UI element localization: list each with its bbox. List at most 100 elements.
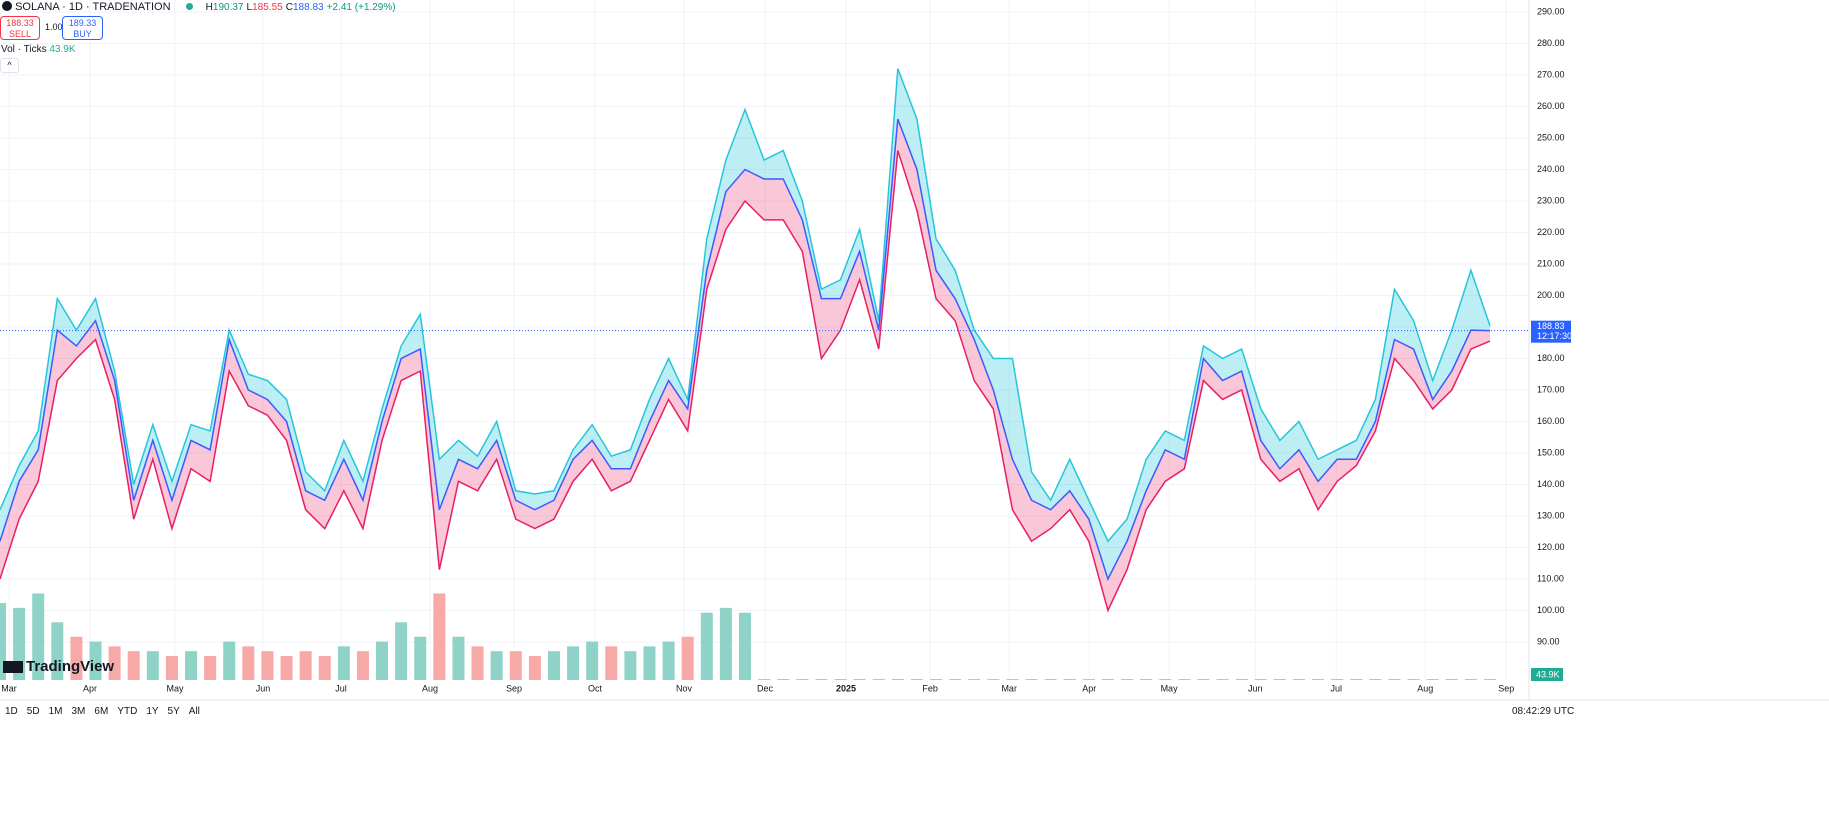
y-tick-label: 180.00 — [1537, 353, 1565, 363]
y-tick-label: 270.00 — [1537, 69, 1565, 79]
range-button[interactable]: 1D — [5, 706, 18, 717]
y-tick-label: 260.00 — [1537, 101, 1565, 111]
high-line — [0, 68, 1491, 543]
volume-bar — [185, 651, 198, 680]
y-tick-label: 170.00 — [1537, 384, 1565, 394]
y-tick-label: 130.00 — [1537, 510, 1565, 520]
volume-bar — [1484, 679, 1496, 680]
last-price-label: 188.83 — [1537, 321, 1565, 331]
volume-bar — [1292, 679, 1305, 680]
x-tick-label: Jul — [335, 683, 347, 693]
x-tick-label: Jul — [1330, 683, 1342, 693]
quantity[interactable]: 1.00 — [45, 22, 63, 32]
volume-bar — [471, 646, 484, 680]
volume-bar — [395, 622, 408, 680]
symbol: SOLANA · 1D · TRADENATION — [15, 1, 171, 13]
volume-bar — [1331, 679, 1344, 680]
volume-bar — [968, 679, 981, 680]
volume-bar — [643, 646, 656, 680]
volume-bar — [1464, 679, 1477, 680]
y-tick-label: 220.00 — [1537, 227, 1565, 237]
volume-bar — [414, 636, 427, 680]
volume-bar — [872, 679, 885, 680]
volume-bar — [1044, 679, 1057, 680]
y-tick-label: 210.00 — [1537, 258, 1565, 268]
last-price-box — [1531, 320, 1571, 343]
volume-bar — [1445, 679, 1458, 680]
volume-bar — [223, 641, 236, 680]
range-button[interactable]: YTD — [117, 706, 138, 717]
y-tick-label: 240.00 — [1537, 164, 1565, 174]
volume-bar — [299, 651, 312, 680]
sell-button[interactable]: 188.33 SELL — [0, 16, 40, 40]
high-close-fill — [0, 68, 1490, 579]
close: 188.83 — [293, 2, 324, 13]
volume-bar — [509, 651, 522, 680]
y-tick-label: 200.00 — [1537, 290, 1565, 300]
volume-bar — [1140, 679, 1153, 680]
range-button[interactable]: 1Y — [146, 706, 159, 717]
status-dot — [185, 3, 193, 10]
volume-bar — [0, 603, 6, 680]
collapse-button[interactable]: ^ — [0, 58, 19, 73]
x-tick-label: May — [1161, 683, 1179, 693]
range-button[interactable]: 1M — [48, 706, 63, 717]
buy-button[interactable]: 189.33 BUY — [62, 16, 103, 40]
x-tick-label: Aug — [422, 683, 438, 693]
x-tick-label: Feb — [922, 683, 938, 693]
volume-bar — [834, 679, 847, 680]
volume-bar — [1369, 679, 1382, 680]
volume-bar — [51, 622, 64, 680]
volume-bar — [1178, 679, 1191, 680]
volume-bar — [547, 651, 560, 680]
volume-bar — [1082, 679, 1095, 680]
countdown: 12:17:30 — [1537, 331, 1572, 341]
volume-bar — [433, 593, 446, 680]
volume-bar — [681, 636, 694, 680]
volume-bar — [127, 651, 140, 680]
sell-price: 188.33 — [6, 18, 34, 28]
symbol-icon — [2, 1, 12, 11]
close-label: C — [285, 2, 293, 13]
range-button[interactable]: 5Y — [167, 706, 180, 717]
volume-bar — [318, 655, 331, 680]
buy-price: 189.33 — [68, 18, 97, 28]
x-tick-label: May — [166, 683, 184, 693]
x-tick-label: Oct — [588, 683, 603, 693]
y-tick-label: 160.00 — [1537, 416, 1565, 426]
y-tick-label: 250.00 — [1537, 132, 1565, 142]
y-tick-label: 120.00 — [1537, 542, 1565, 552]
y-tick-label: 290.00 — [1537, 6, 1565, 16]
x-tick-label: Dec — [757, 683, 774, 693]
y-tick-label: 110.00 — [1537, 573, 1564, 583]
x-tick-label: 2025 — [836, 683, 856, 693]
logo-icon — [3, 661, 23, 673]
volume-bar — [930, 679, 943, 680]
volume-bar — [700, 612, 713, 680]
volume-legend-label: Vol · Ticks — [1, 44, 47, 55]
volume-bar — [796, 679, 809, 680]
volume-bar — [1235, 679, 1248, 680]
x-tick-label: Sep — [506, 683, 522, 693]
x-tick-label: Mar — [1001, 683, 1017, 693]
range-button[interactable]: All — [188, 706, 200, 717]
last-volume-box — [1531, 668, 1563, 681]
range-button[interactable]: 6M — [94, 706, 109, 717]
range-button[interactable]: 5D — [26, 706, 40, 717]
range-button[interactable]: 3M — [71, 706, 86, 717]
volume-bar — [32, 593, 45, 680]
volume-bar — [1426, 679, 1439, 680]
volume-bar — [662, 641, 675, 680]
volume-bar — [605, 646, 618, 680]
volume-bar — [204, 655, 217, 680]
x-tick-label: Apr — [1082, 683, 1096, 693]
header: SOLANA · 1D · TRADENATION H190.37 L185.5… — [2, 1, 396, 13]
volume-legend-value: 43.9K — [49, 44, 76, 55]
volume-bar — [146, 651, 159, 680]
volume-bar — [242, 646, 255, 680]
volume-bar — [987, 679, 1000, 680]
volume-bar — [1407, 679, 1420, 680]
y-tick-label: 230.00 — [1537, 195, 1565, 205]
